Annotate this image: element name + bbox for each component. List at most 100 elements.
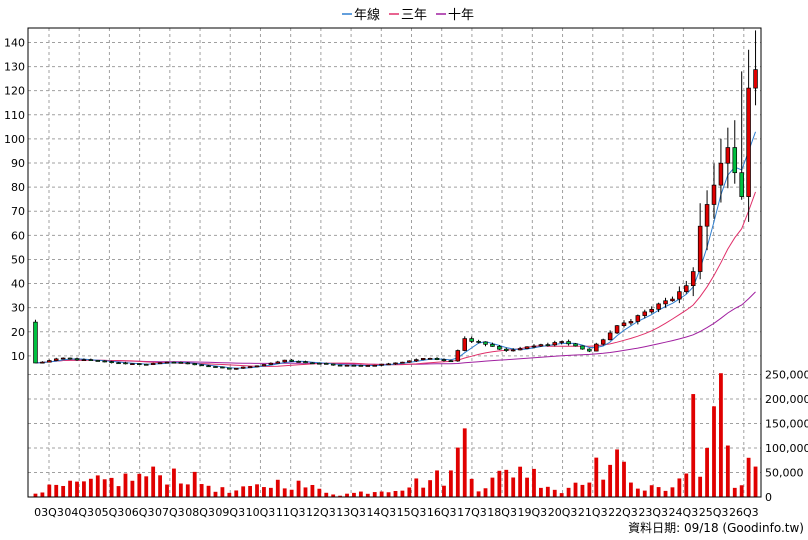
volume-bar xyxy=(47,484,52,497)
candle-body xyxy=(157,362,163,365)
volume-bar xyxy=(241,486,246,497)
price-tick-label: 140 xyxy=(4,36,25,49)
x-tick-label: 22Q3 xyxy=(608,506,638,519)
candle-body xyxy=(573,343,578,347)
volume-bar xyxy=(172,468,176,497)
volume-bar xyxy=(192,471,197,497)
candle-body xyxy=(130,363,135,365)
volume-bar xyxy=(656,487,661,497)
candle-body xyxy=(531,345,537,348)
candle-body xyxy=(303,361,308,364)
volume-bars xyxy=(33,373,758,497)
x-tick-label: 18Q3 xyxy=(487,506,517,519)
candle-body xyxy=(711,184,717,205)
candle-body xyxy=(587,348,592,352)
footer-date: 資料日期: 09/18 (Goodinfo.tw) xyxy=(628,521,804,535)
candle-body xyxy=(310,362,315,365)
volume-bar xyxy=(255,484,259,497)
candle-body xyxy=(53,358,59,361)
candle-body xyxy=(261,364,267,367)
volume-bar xyxy=(705,447,709,497)
volume-bar xyxy=(490,477,495,497)
candle-body xyxy=(580,345,585,350)
price-tick-label: 120 xyxy=(4,85,25,98)
volume-bar xyxy=(532,468,536,497)
volume-tick-label: 200,000 xyxy=(765,393,808,406)
candle-body xyxy=(718,162,724,186)
volume-bar xyxy=(227,492,232,497)
volume-bar xyxy=(670,487,675,497)
volume-bar xyxy=(615,449,619,497)
price-tick-label: 70 xyxy=(11,205,25,218)
candle-body xyxy=(102,360,107,363)
volume-bar xyxy=(476,491,481,497)
volume-bar xyxy=(719,373,723,497)
candle-body xyxy=(171,361,177,364)
volume-bar xyxy=(54,484,59,497)
volume-bar xyxy=(518,466,523,497)
volume-bar xyxy=(414,478,419,497)
x-axis: 03Q3 04Q3 05Q3 06Q3 07Q3 08Q3 09Q3 10Q3 11Q3 12Q3… xyxy=(34,506,758,519)
volume-bar xyxy=(393,490,398,497)
candle-body xyxy=(60,357,66,360)
volume-bar xyxy=(151,466,156,497)
candlesticks xyxy=(33,30,758,370)
candle-body xyxy=(386,363,391,366)
volume-bar xyxy=(268,487,273,497)
candle-body xyxy=(164,361,170,364)
volume-bar xyxy=(61,485,66,497)
candle-body xyxy=(559,341,564,343)
price-tick-label: 130 xyxy=(4,61,25,74)
volume-bar xyxy=(386,492,391,497)
volume-bar xyxy=(739,485,744,497)
volume-bar xyxy=(442,485,446,497)
volume-axis: 0 50,000 100,000 150,000 200,000 250,000 xyxy=(765,368,808,504)
candle-body xyxy=(663,300,668,305)
candle-body xyxy=(178,361,184,364)
candle-body xyxy=(725,147,731,164)
volume-bar xyxy=(629,482,633,497)
candle-body xyxy=(344,364,350,367)
price-tick-label: 10 xyxy=(11,350,25,363)
volume-bar xyxy=(594,457,599,497)
volume-bar xyxy=(511,477,516,497)
candle-body xyxy=(143,363,149,366)
price-tick-label: 80 xyxy=(11,181,25,194)
volume-bar xyxy=(185,484,190,497)
volume-tick-label: 50,000 xyxy=(765,466,804,479)
candle-body xyxy=(621,322,627,327)
price-tick-label: 20 xyxy=(11,326,25,339)
volume-bar xyxy=(677,478,682,497)
candle-body xyxy=(524,346,530,349)
candle-body xyxy=(434,357,440,360)
volume-bar xyxy=(552,489,557,497)
candle-body xyxy=(566,341,571,345)
candle-body xyxy=(677,291,682,300)
candle-body xyxy=(247,366,253,369)
candle-body xyxy=(552,342,558,346)
volume-bar xyxy=(663,490,668,497)
volume-bar xyxy=(248,485,253,497)
price-tick-label: 100 xyxy=(4,133,25,146)
candle-body xyxy=(47,360,52,363)
x-tick-label: 25Q3 xyxy=(699,506,729,519)
volume-bar xyxy=(469,478,474,497)
candle-body xyxy=(545,344,551,346)
x-tick-label: 03Q3 xyxy=(34,506,64,519)
volume-bar xyxy=(566,487,571,497)
volume-bar xyxy=(282,488,287,497)
candle-body xyxy=(33,321,38,364)
x-tick-label: 14Q3 xyxy=(366,506,396,519)
candle-body xyxy=(227,367,232,370)
candle-body xyxy=(275,361,281,364)
candle-body xyxy=(628,321,634,324)
volume-bar xyxy=(109,477,114,497)
volume-bar xyxy=(712,406,716,497)
candle-body xyxy=(233,367,239,370)
plot-frame xyxy=(27,27,762,498)
candle-body xyxy=(690,271,696,287)
volume-bar xyxy=(68,480,72,497)
volume-bar xyxy=(622,461,626,497)
candle-body xyxy=(206,365,211,368)
volume-bar xyxy=(234,490,239,497)
